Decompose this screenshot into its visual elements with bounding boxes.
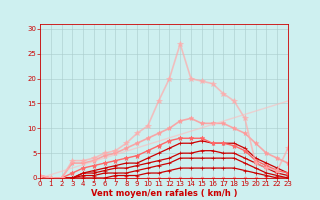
X-axis label: Vent moyen/en rafales ( km/h ): Vent moyen/en rafales ( km/h ) <box>91 189 237 198</box>
